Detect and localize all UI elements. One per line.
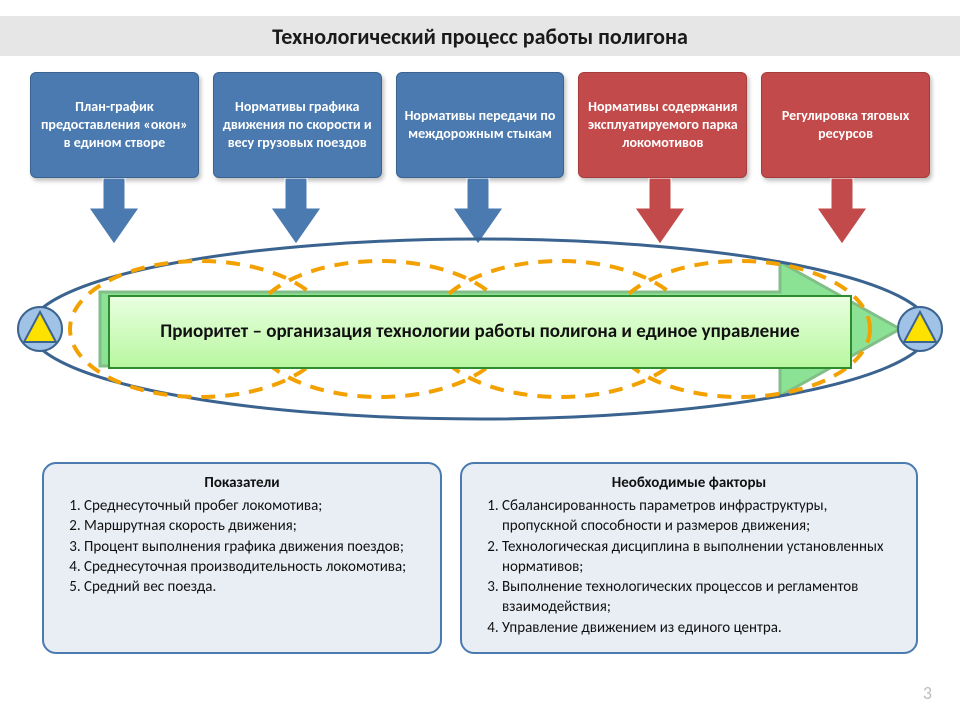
indicators-box: Показатели Среднесуточный пробег локомот… (42, 462, 442, 654)
indicators-item: Среднесуточный пробег локомотива; (84, 496, 424, 516)
title-bar: Технологический процесс работы полигона (0, 16, 960, 56)
top-box-1: План-график предоставления «окон» в един… (30, 72, 199, 178)
right-endpoint-icon (898, 307, 942, 351)
page-title: Технологический процесс работы полигона (272, 23, 688, 50)
indicators-item: Среднесуточная производительность локомо… (84, 557, 424, 577)
top-box-4: Нормативы содержания эксплуатируемого па… (578, 72, 747, 178)
factors-item: Выполнение технологических процессов и р… (502, 577, 900, 618)
factors-item: Технологическая дисциплина в выполнении … (502, 537, 900, 578)
indicators-title: Показатели (60, 474, 424, 492)
page-number: 3 (923, 682, 932, 704)
center-priority-label: Приоритет – организация технологии работ… (108, 295, 852, 369)
factors-box: Необходимые факторы Сбалансированность п… (460, 462, 918, 654)
center-priority-band: Приоритет – организация технологии работ… (108, 295, 852, 369)
top-box-4-label: Нормативы содержания эксплуатируемого па… (587, 98, 738, 153)
factors-title: Необходимые факторы (478, 474, 900, 492)
indicators-item: Процент выполнения графика движения поез… (84, 537, 424, 557)
bottom-row: Показатели Среднесуточный пробег локомот… (42, 462, 918, 654)
left-endpoint-icon (18, 307, 62, 351)
factors-item: Сбалансированность параметров инфраструк… (502, 496, 900, 537)
factors-list: Сбалансированность параметров инфраструк… (478, 496, 900, 638)
indicators-item: Маршрутная скорость движения; (84, 516, 424, 536)
top-box-2-label: Нормативы графика движения по скорости и… (222, 98, 373, 153)
indicators-list: Среднесуточный пробег локомотива; Маршру… (60, 496, 424, 597)
factors-item: Управление движением из единого центра. (502, 618, 900, 638)
top-box-row: План-график предоставления «окон» в един… (30, 72, 930, 178)
top-box-2: Нормативы графика движения по скорости и… (213, 72, 382, 178)
top-box-3: Нормативы передачи по междорожным стыкам (396, 72, 565, 178)
indicators-item: Средний вес поезда. (84, 577, 424, 597)
top-box-5: Регулировка тяговых ресурсов (761, 72, 930, 178)
top-box-5-label: Регулировка тяговых ресурсов (770, 107, 921, 143)
top-box-3-label: Нормативы передачи по междорожным стыкам (405, 107, 556, 143)
top-box-1-label: План-график предоставления «окон» в един… (39, 98, 190, 153)
